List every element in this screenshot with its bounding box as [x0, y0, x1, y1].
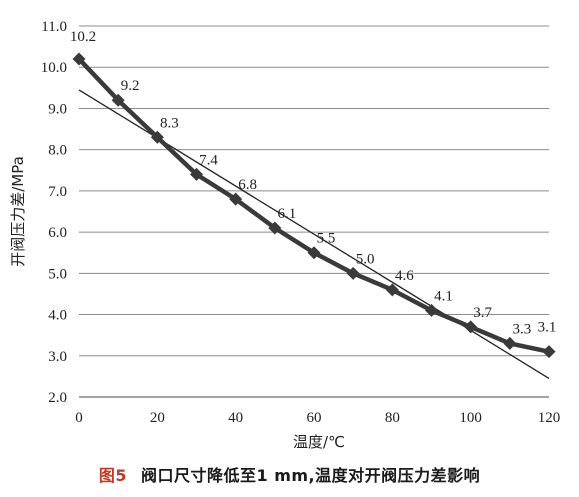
data-point-marker	[385, 283, 399, 297]
data-point-marker	[346, 266, 360, 280]
data-label: 6.8	[238, 177, 257, 193]
y-tick-label: 10.0	[41, 60, 67, 76]
y-tick-label: 2.0	[48, 390, 67, 406]
data-point-marker	[542, 345, 556, 359]
y-tick-label: 8.0	[48, 143, 67, 159]
data-label: 3.1	[538, 320, 557, 336]
data-point-marker	[307, 246, 321, 260]
x-tick-label: 20	[150, 410, 165, 426]
figure-number: 图5	[98, 466, 127, 485]
data-label: 6.1	[277, 206, 296, 222]
x-tick-label: 100	[459, 410, 482, 426]
y-tick-label: 6.0	[48, 225, 67, 241]
data-label: 3.3	[512, 321, 531, 337]
trendline	[78, 89, 550, 380]
y-tick-label: 5.0	[48, 266, 67, 282]
data-point-marker	[190, 167, 203, 181]
x-tick-label: 0	[75, 410, 83, 426]
data-label: 5.5	[317, 231, 336, 247]
data-point-marker	[503, 336, 517, 350]
data-label: 5.0	[356, 251, 375, 267]
data-label: 9.2	[121, 78, 140, 94]
x-tick-label: 120	[538, 410, 561, 426]
figure-caption-text: 阀口尺寸降低至1 mm,温度对开阀压力差影响	[141, 466, 481, 485]
data-label: 7.4	[199, 152, 218, 168]
data-label: 10.2	[70, 29, 96, 45]
y-tick-label: 4.0	[48, 308, 67, 324]
data-label: 4.1	[434, 288, 453, 304]
y-tick-label: 3.0	[48, 349, 67, 365]
y-tick-label: 11.0	[41, 19, 67, 35]
chart-container: 2.0 3.0 4.0 5.0 6.0 7.0 8.0 9.0 10.0 11.0 0 20 40 60 8…	[9, 19, 561, 450]
x-tick-label: 60	[307, 410, 322, 426]
data-point-marker	[150, 130, 164, 144]
data-point-marker	[464, 320, 478, 334]
data-label: 4.6	[395, 268, 414, 284]
x-axis-title: 温度/℃	[293, 433, 345, 450]
data-point-marker	[72, 52, 86, 66]
line-chart: 2.0 3.0 4.0 5.0 6.0 7.0 8.0 9.0 10.0 11.0 0 20 40 60 8…	[9, 19, 561, 450]
x-tick-label: 80	[385, 410, 400, 426]
data-point-marker	[268, 221, 282, 235]
y-tick-label: 9.0	[48, 101, 67, 117]
data-label: 8.3	[160, 115, 179, 131]
y-axis-title: 开阀压力差/MPa	[9, 156, 27, 267]
x-tick-label: 40	[228, 410, 243, 426]
data-point-marker	[229, 192, 243, 206]
data-label: 3.7	[473, 305, 492, 321]
data-point-marker	[425, 303, 438, 317]
data-point-marker	[111, 93, 125, 107]
y-tick-label: 7.0	[48, 184, 67, 200]
figure-caption: 图5 阀口尺寸降低至1 mm,温度对开阀压力差影响	[0, 462, 579, 486]
